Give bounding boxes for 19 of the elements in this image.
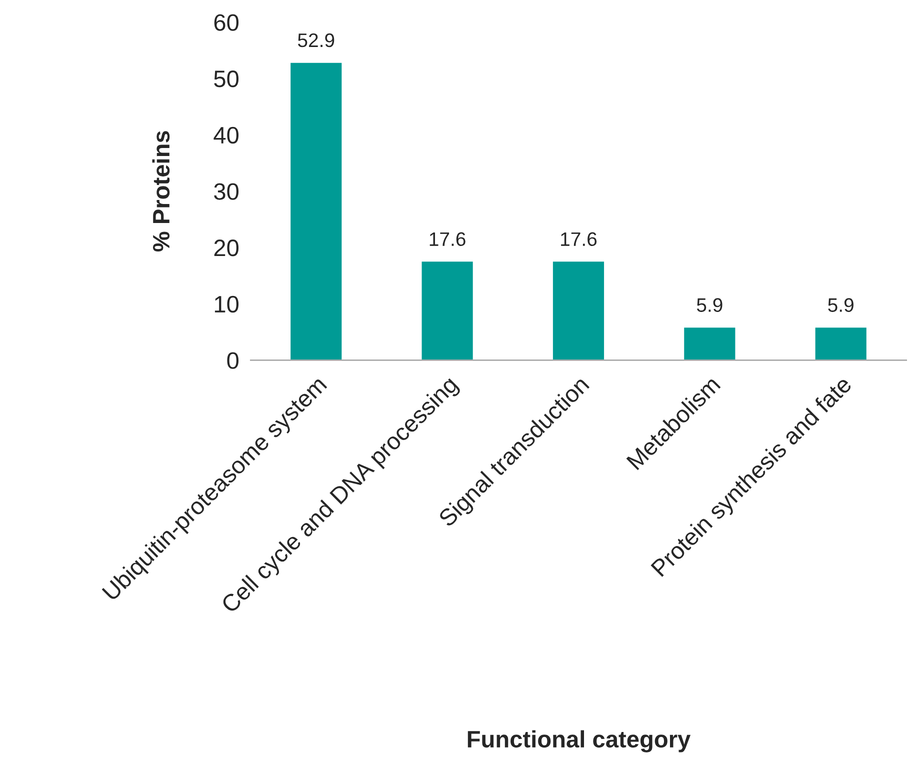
- y-tick-label: 10: [214, 296, 238, 313]
- y-tick-label: 60: [214, 14, 238, 31]
- data-label: 5.9: [828, 298, 854, 312]
- bar: [289, 61, 344, 360]
- y-tick-label: 20: [214, 240, 238, 256]
- data-label: 52.9: [298, 33, 334, 48]
- y-tick-label: 40: [214, 126, 238, 144]
- bar: [420, 260, 474, 360]
- x-axis-title: Functional category: [468, 730, 691, 752]
- data-label: 17.6: [561, 232, 597, 246]
- bar: [814, 326, 868, 360]
- y-tick-label: 50: [214, 70, 238, 88]
- bar: [682, 326, 737, 360]
- y-tick-label: 30: [214, 183, 238, 200]
- data-label: 17.6: [430, 232, 466, 246]
- data-label: 5.9: [696, 298, 722, 312]
- bar: [552, 260, 606, 360]
- y-axis-title: % Proteins: [152, 131, 170, 252]
- y-tick-label: 0: [227, 352, 238, 369]
